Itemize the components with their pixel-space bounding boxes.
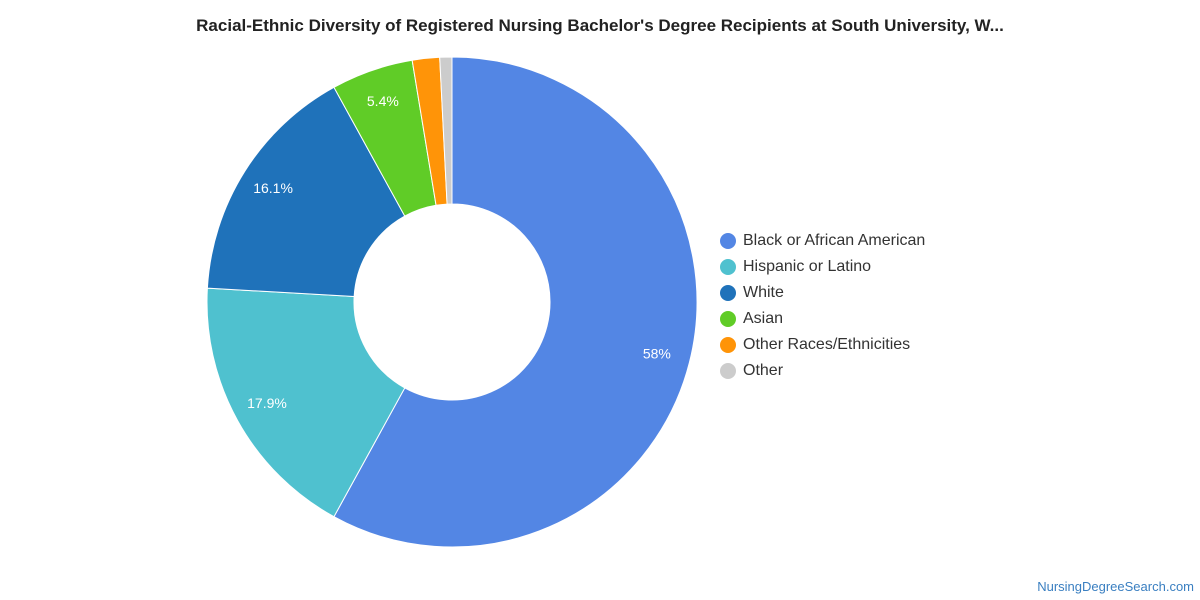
watermark-text[interactable]: NursingDegreeSearch.com: [1037, 579, 1194, 594]
legend-label: Other: [743, 362, 784, 379]
slice-label-hispanic-or-latino: 17.9%: [247, 395, 287, 411]
legend-label: Hispanic or Latino: [743, 258, 872, 275]
legend-item-hispanic-or-latino[interactable]: Hispanic or Latino: [720, 254, 925, 280]
legend-label: White: [743, 284, 784, 301]
legend-label: Other Races/Ethnicities: [743, 336, 911, 353]
slice-label-asian: 5.4%: [367, 93, 399, 109]
chart-title: Racial-Ethnic Diversity of Registered Nu…: [196, 16, 1004, 35]
legend-item-other-races-ethnicities[interactable]: Other Races/Ethnicities: [720, 332, 925, 358]
legend-swatch: [720, 363, 736, 379]
legend-swatch: [720, 337, 736, 353]
legend-label: Black or African American: [743, 232, 926, 249]
legend-item-asian[interactable]: Asian: [720, 306, 925, 332]
slice-label-white: 16.1%: [253, 180, 293, 196]
legend-swatch: [720, 233, 736, 249]
legend-swatch: [720, 285, 736, 301]
legend-swatch: [720, 259, 736, 275]
legend-label: Asian: [743, 310, 784, 327]
slice-other[interactable]: [439, 56, 453, 205]
slice-label-black-or-african-american: 58%: [643, 345, 671, 361]
legend-item-black-or-african-american[interactable]: Black or African American: [720, 228, 925, 254]
slice-black-or-african-american[interactable]: [333, 56, 698, 548]
chart-legend: Black or African American Hispanic or Lat…: [720, 228, 925, 384]
slice-hispanic-or-latino[interactable]: [206, 287, 406, 518]
legend-item-other[interactable]: Other: [720, 358, 925, 384]
legend-swatch: [720, 311, 736, 327]
legend-item-white[interactable]: White: [720, 280, 925, 306]
slice-white[interactable]: [206, 86, 406, 297]
